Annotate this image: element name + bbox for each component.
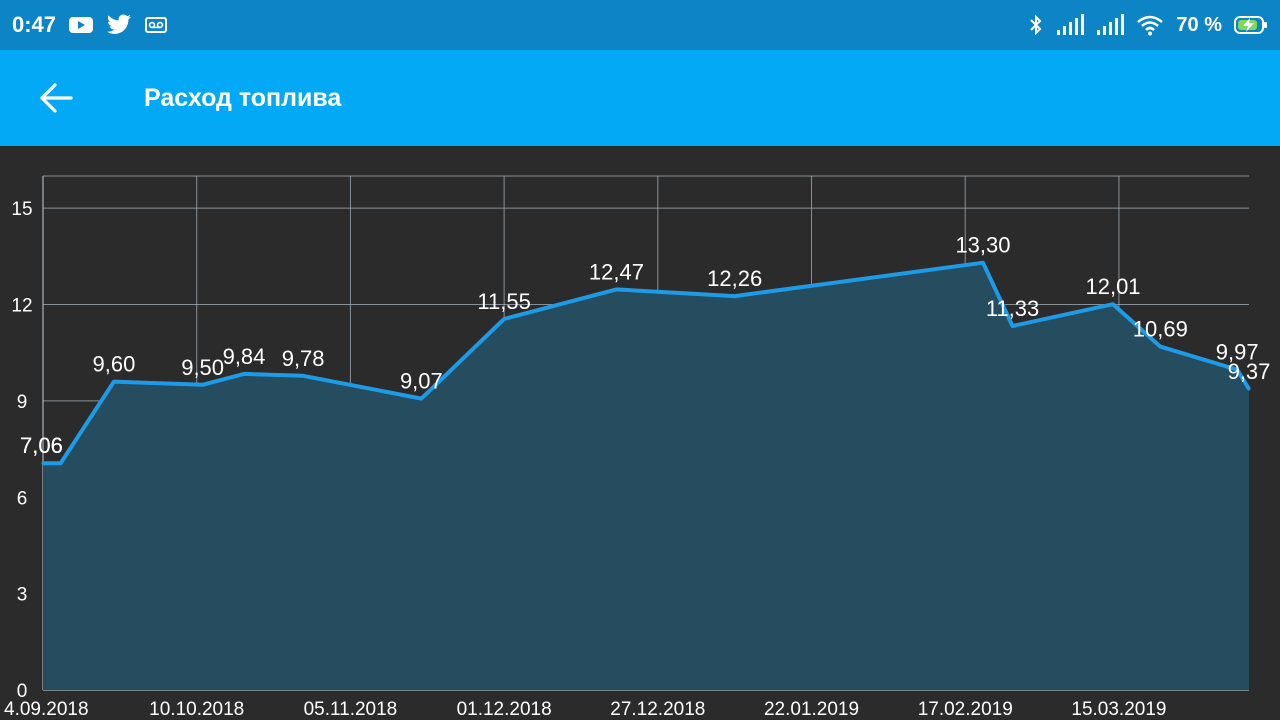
- x-tick-label: 01.12.2018: [457, 699, 552, 720]
- data-point: [502, 317, 506, 321]
- app-bar: Расход топлива: [0, 50, 1280, 146]
- status-time: 0:47: [12, 12, 57, 37]
- back-button[interactable]: [28, 70, 84, 126]
- voicemail-icon: [144, 15, 168, 35]
- signal-icon: [1096, 14, 1125, 36]
- data-label: 9,37: [1228, 359, 1271, 384]
- x-tick-label: 27.12.2018: [610, 699, 705, 720]
- x-axis-tick-labels: 4.09.2018 10.10.2018 05.11.2018 01.12.2018 2…: [4, 699, 1166, 720]
- data-label: 12,26: [707, 266, 762, 291]
- status-bar: 0:47 70 %: [0, 0, 1280, 50]
- y-tick-label: 6: [17, 488, 28, 509]
- data-label: 13,30: [955, 233, 1010, 258]
- data-point: [981, 261, 985, 265]
- data-label: 9,07: [400, 369, 443, 394]
- data-label: 9,97: [1216, 340, 1259, 365]
- data-label: 9,60: [93, 352, 136, 377]
- data-label: 11,55: [477, 289, 530, 314]
- data-label: 10,69: [1133, 317, 1188, 342]
- twitter-icon: [106, 14, 132, 36]
- data-point: [242, 372, 246, 376]
- wifi-icon: [1136, 14, 1164, 36]
- data-label: 7,06: [20, 433, 63, 458]
- x-tick-label: 10.10.2018: [149, 699, 244, 720]
- y-tick-label: 0: [17, 681, 28, 702]
- page-title: Расход топлива: [144, 83, 342, 112]
- signal-icon: [1056, 14, 1085, 36]
- arrow-left-icon: [38, 82, 74, 114]
- data-point: [1158, 345, 1162, 349]
- data-point: [112, 380, 116, 384]
- data-point: [733, 294, 737, 298]
- x-tick-label: 17.02.2019: [918, 699, 1013, 720]
- bluetooth-icon: [1028, 13, 1044, 37]
- y-tick-label: 9: [17, 392, 28, 413]
- data-label: 7,06: [20, 433, 63, 458]
- x-tick-label: 22.01.2019: [764, 699, 859, 720]
- data-point: [1111, 302, 1115, 306]
- area-fill: [43, 262, 1249, 690]
- y-axis-tick-labels: 0 3 6 9 12 15: [11, 199, 32, 702]
- data-label: 12,01: [1085, 274, 1140, 299]
- data-point: [1235, 368, 1239, 372]
- data-point: [614, 287, 618, 291]
- data-point: [41, 461, 45, 465]
- data-point: [201, 383, 205, 387]
- y-tick-label: 15: [11, 199, 32, 220]
- youtube-icon: [68, 15, 94, 35]
- data-point: [301, 374, 305, 378]
- y-tick-label: 3: [17, 585, 28, 606]
- x-tick-label: 4.09.2018: [4, 699, 89, 720]
- x-tick-label: 05.11.2018: [304, 699, 398, 720]
- data-label: 9,78: [282, 346, 325, 371]
- data-label: 11,33: [986, 296, 1039, 321]
- battery-charging-icon: [1234, 15, 1268, 35]
- data-label: 9,84: [223, 344, 266, 369]
- data-point: [1247, 387, 1251, 391]
- data-point: [419, 397, 423, 401]
- series-line: [43, 260, 1251, 466]
- fuel-consumption-chart: 7,06 7,06 9,60 9,50 9,84 9,78 9,07 11,55 12,47 12…: [0, 146, 1280, 720]
- data-label: 12,47: [589, 259, 644, 284]
- data-point: [1011, 324, 1015, 328]
- data-label: 9,50: [181, 355, 224, 380]
- x-tick-label: 15.03.2019: [1071, 699, 1166, 720]
- data-point: [59, 461, 63, 465]
- y-tick-label: 12: [11, 296, 32, 317]
- battery-percentage: 70 %: [1176, 13, 1222, 36]
